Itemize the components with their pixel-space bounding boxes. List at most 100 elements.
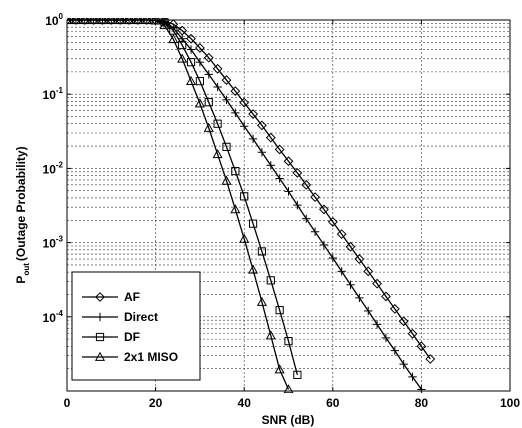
plus-marker [257, 148, 267, 157]
diamond-marker [221, 75, 232, 85]
x-tick-label: 100 [500, 396, 520, 410]
diamond-marker [239, 97, 250, 108]
square-marker [95, 332, 105, 342]
diamond-marker [186, 33, 196, 44]
diamond-marker [203, 52, 214, 63]
square-marker [293, 370, 302, 379]
legend-plus-marker [95, 312, 105, 322]
legend: AF Direct DF 2x1 MISO [71, 271, 201, 381]
y-axis-label: Pout(Outage Probability) [14, 146, 31, 283]
legend-square-marker [95, 332, 105, 342]
triangle-marker [283, 384, 294, 393]
plus-marker [337, 267, 346, 276]
square-marker [204, 98, 213, 107]
plus-marker [284, 187, 293, 196]
diamond-marker [257, 120, 267, 131]
series-layer [67, 18, 436, 393]
diamond-marker [345, 241, 356, 252]
diamond-marker [274, 144, 285, 155]
diamond-marker [301, 179, 312, 190]
legend-entry-af: AF [82, 290, 140, 304]
triangle-marker [203, 122, 214, 132]
square-marker [178, 40, 187, 50]
diamond-marker [389, 303, 400, 314]
legend-triangle-marker [94, 351, 106, 361]
triangle-marker [221, 175, 232, 185]
square-marker [266, 276, 275, 285]
legend-label-df: DF [124, 330, 140, 344]
plus-marker [266, 161, 275, 170]
legend-entry-direct: Direct [82, 310, 158, 324]
triangle-marker [212, 149, 223, 159]
axes [66, 19, 511, 392]
triangle-marker [94, 351, 106, 361]
square-marker [186, 58, 196, 67]
square-marker [213, 119, 222, 128]
legend-entry-miso: 2x1 MISO [82, 350, 178, 364]
diamond-marker [372, 278, 383, 289]
y-tick-label: 10-4 [43, 309, 64, 325]
plus-marker [302, 214, 311, 223]
diamond-marker [194, 43, 205, 53]
plus-marker [204, 70, 213, 79]
legend-label-direct: Direct [124, 310, 158, 324]
square-marker [257, 247, 267, 256]
x-tick-label: 20 [149, 396, 163, 410]
triangle-marker [239, 233, 250, 243]
plus-marker [293, 200, 302, 210]
plus-marker [390, 346, 400, 355]
diamond-marker [416, 341, 427, 352]
x-tick-label: 0 [64, 396, 71, 410]
legend-label-miso: 2x1 MISO [124, 350, 178, 364]
plus-marker [248, 134, 258, 144]
square-marker [284, 337, 293, 346]
triangle-marker [194, 98, 205, 108]
square-marker [275, 306, 284, 315]
x-tick-label: 40 [238, 396, 252, 410]
legend-box [71, 271, 201, 381]
x-tick-labels: 0 20 40 60 80 100 [64, 396, 521, 410]
diamond-marker [398, 316, 409, 327]
diamond-marker [354, 254, 365, 264]
diamond-marker [310, 192, 320, 203]
diamond-marker [95, 292, 105, 302]
plus-marker [364, 306, 373, 316]
plus-marker [195, 57, 205, 67]
triangle-marker [274, 364, 285, 374]
plus-marker [346, 280, 355, 289]
diamond-marker [230, 86, 241, 97]
plus-marker [213, 82, 222, 92]
diamond-marker [319, 204, 329, 215]
y-tick-label: 10-2 [43, 160, 64, 176]
diamond-marker [292, 167, 303, 178]
plot-frame [66, 19, 511, 392]
plus-marker [275, 174, 284, 183]
diamond-marker [327, 217, 338, 227]
y-tick-label: 10-1 [43, 86, 64, 102]
triangle-marker [265, 330, 276, 340]
plus-marker [399, 359, 408, 369]
plus-marker [231, 108, 240, 118]
plus-marker [222, 95, 231, 105]
plus-marker [186, 45, 196, 54]
plus-marker [355, 293, 364, 303]
legend-diamond-marker [95, 292, 105, 302]
diamond-marker [381, 291, 391, 302]
x-tick-label: 60 [326, 396, 340, 410]
plus-marker [328, 253, 337, 263]
plus-marker [372, 320, 382, 329]
diamond-marker [212, 63, 223, 74]
triangle-marker [177, 53, 188, 63]
plus-marker [319, 240, 329, 250]
plus-marker [381, 333, 391, 343]
y-tick-labels: 100 10-1 10-2 10-3 10-4 [43, 12, 64, 325]
square-marker [248, 219, 258, 228]
square-marker [222, 142, 231, 151]
plus-marker [408, 372, 417, 382]
x-tick-label: 80 [415, 396, 429, 410]
diamond-marker [336, 229, 347, 240]
diamond-marker [248, 109, 258, 119]
square-marker [240, 192, 249, 201]
triangle-marker [230, 204, 241, 214]
